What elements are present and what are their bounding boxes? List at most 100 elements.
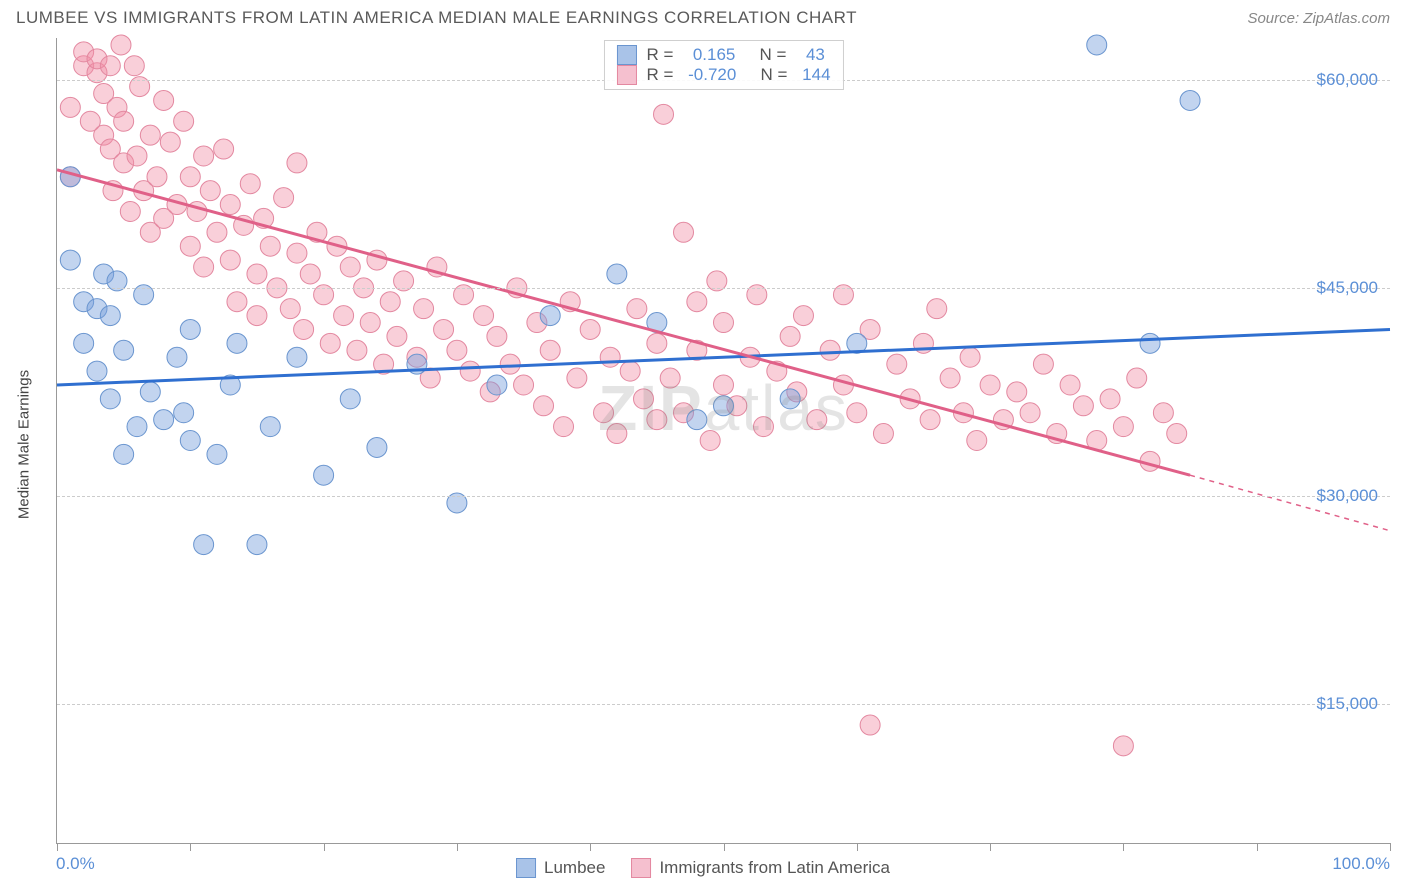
scatter-point [474, 306, 494, 326]
scatter-point [1033, 354, 1053, 374]
scatter-point [534, 396, 554, 416]
stats-r-lumbee: 0.165 [693, 45, 736, 65]
scatter-point [100, 56, 120, 76]
scatter-point [180, 431, 200, 451]
scatter-point [111, 35, 131, 55]
scatter-point [654, 104, 674, 124]
scatter-point [227, 292, 247, 312]
scatter-point [860, 715, 880, 735]
scatter-point [167, 347, 187, 367]
scatter-point [580, 319, 600, 339]
scatter-point [714, 396, 734, 416]
scatter-point [194, 257, 214, 277]
scatter-point [220, 250, 240, 270]
scatter-point [687, 410, 707, 430]
scatter-point [147, 167, 167, 187]
scatter-point [174, 403, 194, 423]
scatter-point [460, 361, 480, 381]
scatter-point [334, 306, 354, 326]
chart-title: LUMBEE VS IMMIGRANTS FROM LATIN AMERICA … [16, 8, 857, 28]
scatter-point [380, 292, 400, 312]
legend-item-lumbee: Lumbee [516, 858, 605, 878]
x-tick [590, 843, 591, 851]
scatter-point [487, 375, 507, 395]
x-tick [1390, 843, 1391, 851]
scatter-point [200, 181, 220, 201]
scatter-point [387, 326, 407, 346]
scatter-point [1113, 736, 1133, 756]
scatter-point [120, 201, 140, 221]
scatter-point [714, 375, 734, 395]
source-label: Source: ZipAtlas.com [1247, 10, 1390, 27]
scatter-point [160, 132, 180, 152]
x-tick [457, 843, 458, 851]
correlation-stats-box: R = 0.165 N = 43 R = -0.720 N = 144 [603, 40, 843, 90]
gridline [57, 704, 1390, 705]
scatter-svg [57, 38, 1390, 843]
y-tick-label: $15,000 [1317, 694, 1378, 714]
scatter-point [634, 389, 654, 409]
scatter-point [60, 250, 80, 270]
scatter-point [940, 368, 960, 388]
x-tick [990, 843, 991, 851]
scatter-point [294, 319, 314, 339]
scatter-point [207, 222, 227, 242]
scatter-point [114, 111, 134, 131]
scatter-point [620, 361, 640, 381]
scatter-point [873, 424, 893, 444]
scatter-point [340, 389, 360, 409]
scatter-point [780, 389, 800, 409]
scatter-point [500, 354, 520, 374]
scatter-point [447, 340, 467, 360]
scatter-point [320, 333, 340, 353]
x-tick [1257, 843, 1258, 851]
scatter-point [100, 389, 120, 409]
scatter-point [647, 333, 667, 353]
scatter-point [660, 368, 680, 388]
stats-row-immigrants: R = -0.720 N = 144 [616, 65, 830, 85]
scatter-point [140, 382, 160, 402]
scatter-point [87, 361, 107, 381]
scatter-point [60, 97, 80, 117]
scatter-point [194, 146, 214, 166]
x-tick [857, 843, 858, 851]
scatter-point [247, 264, 267, 284]
scatter-point [207, 444, 227, 464]
scatter-point [1087, 35, 1107, 55]
scatter-point [287, 153, 307, 173]
scatter-point [567, 368, 587, 388]
scatter-point [124, 56, 144, 76]
legend-swatch-immigrants [631, 858, 651, 878]
scatter-point [287, 243, 307, 263]
scatter-point [920, 410, 940, 430]
scatter-point [274, 188, 294, 208]
stats-r-immigrants: -0.720 [688, 65, 736, 85]
scatter-point [1127, 368, 1147, 388]
scatter-point [140, 125, 160, 145]
scatter-point [314, 465, 334, 485]
x-tick [57, 843, 58, 851]
x-axis-min-label: 0.0% [56, 854, 95, 874]
scatter-point [194, 535, 214, 555]
stats-r-label: R = [646, 45, 682, 65]
scatter-point [540, 306, 560, 326]
legend-label-lumbee: Lumbee [544, 858, 605, 878]
scatter-point [1020, 403, 1040, 423]
scatter-point [967, 431, 987, 451]
scatter-point [820, 340, 840, 360]
y-axis-label: Median Male Earnings [16, 365, 33, 525]
scatter-point [154, 410, 174, 430]
scatter-point [114, 444, 134, 464]
scatter-point [687, 292, 707, 312]
legend: Lumbee Immigrants from Latin America [516, 858, 890, 878]
y-tick-label: $30,000 [1317, 486, 1378, 506]
legend-label-immigrants: Immigrants from Latin America [659, 858, 890, 878]
gridline [57, 496, 1390, 497]
stats-n-immigrants: 144 [802, 65, 830, 85]
scatter-point [927, 299, 947, 319]
x-tick [190, 843, 191, 851]
scatter-point [554, 417, 574, 437]
gridline [57, 288, 1390, 289]
scatter-point [780, 326, 800, 346]
scatter-point [100, 306, 120, 326]
